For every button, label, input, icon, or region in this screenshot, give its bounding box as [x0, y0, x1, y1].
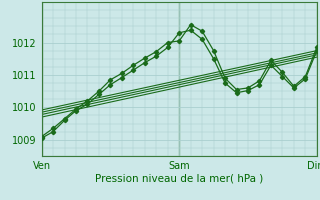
- X-axis label: Pression niveau de la mer( hPa ): Pression niveau de la mer( hPa ): [95, 174, 263, 184]
